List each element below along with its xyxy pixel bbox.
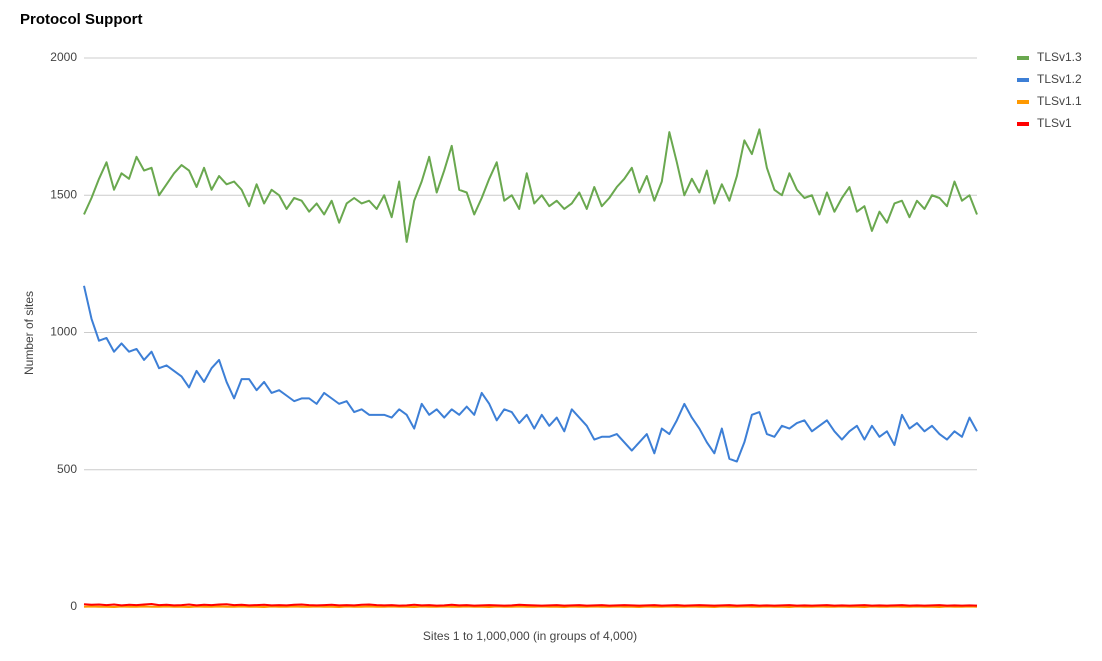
legend-label: TLSv1.2 bbox=[1037, 72, 1082, 86]
x-axis-label: Sites 1 to 1,000,000 (in groups of 4,000… bbox=[423, 629, 637, 643]
line-series bbox=[83, 128, 978, 243]
y-tick-label: 0 bbox=[70, 599, 77, 613]
y-tick-label: 1500 bbox=[50, 187, 77, 201]
y-axis-label: Number of sites bbox=[22, 291, 36, 375]
y-tick-label: 1000 bbox=[50, 325, 77, 339]
line-series bbox=[83, 605, 978, 608]
chart-title: Protocol Support bbox=[20, 11, 143, 28]
line-series bbox=[83, 602, 978, 607]
legend-label: TLSv1.3 bbox=[1037, 50, 1082, 64]
legend-label: TLSv1 bbox=[1037, 116, 1072, 130]
y-tick-label: 2000 bbox=[50, 50, 77, 64]
legend-label: TLSv1.1 bbox=[1037, 94, 1082, 108]
y-tick-label: 500 bbox=[57, 462, 77, 476]
line-series bbox=[83, 285, 978, 463]
